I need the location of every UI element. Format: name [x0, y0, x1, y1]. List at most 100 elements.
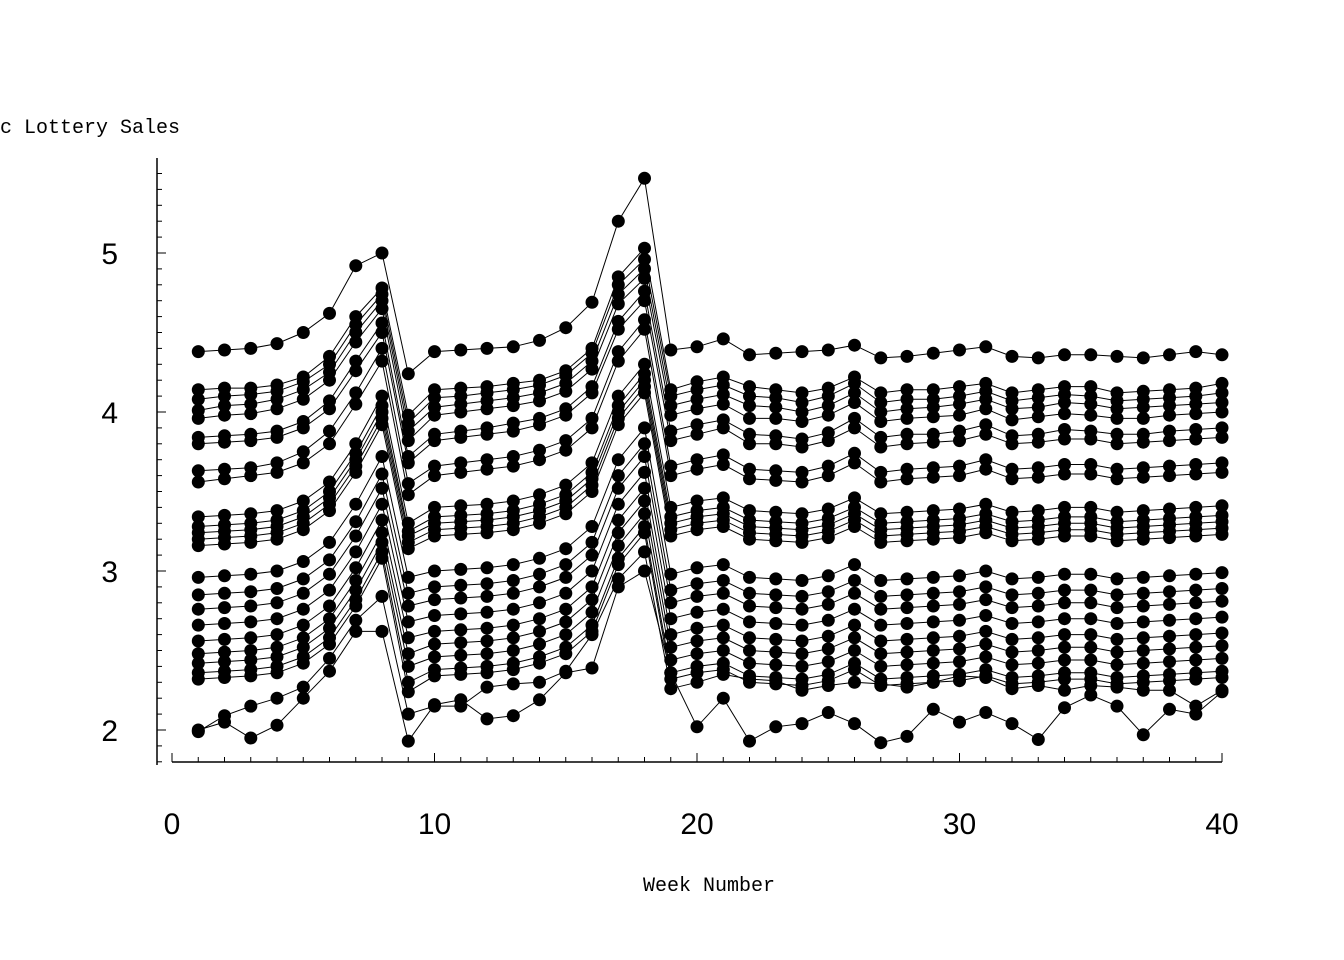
x-axis: 0 10 20 30 40: [164, 753, 1239, 841]
data-point: [611, 469, 625, 483]
data-point: [900, 462, 914, 476]
data-point: [480, 680, 494, 694]
data-point: [506, 399, 520, 413]
data-point: [1110, 462, 1124, 476]
data-point: [1031, 644, 1045, 657]
data-point: [1189, 423, 1203, 436]
data-point: [375, 316, 389, 330]
data-point: [874, 507, 888, 521]
data-point: [743, 399, 756, 413]
data-point: [690, 383, 704, 397]
data-point: [323, 664, 336, 678]
data-point: [375, 497, 389, 511]
y-axis-title: c Lottery Sales: [0, 117, 180, 140]
series-17: [191, 450, 1229, 616]
y-axis: 2 3 4 5: [101, 158, 166, 765]
data-point: [375, 624, 389, 638]
data-point: [191, 656, 205, 670]
data-point: [769, 437, 783, 451]
data-point: [270, 456, 284, 470]
data-point: [1215, 639, 1229, 653]
series-line: [198, 277, 1223, 442]
data-point: [1215, 582, 1229, 595]
data-point: [375, 481, 389, 495]
x-tick-label: 40: [1205, 808, 1238, 841]
data-point: [716, 631, 730, 645]
data-point: [874, 618, 888, 632]
data-point: [454, 343, 468, 357]
series-line: [198, 318, 1223, 485]
data-point: [1058, 529, 1071, 543]
data-point: [428, 637, 441, 651]
data-point: [795, 683, 809, 697]
data-point: [375, 341, 389, 355]
data-point: [795, 396, 809, 409]
data-point: [585, 411, 599, 425]
data-point: [1110, 534, 1124, 548]
series-line: [198, 258, 1223, 425]
y-tick-label: 3: [101, 556, 118, 589]
data-point: [244, 644, 258, 657]
data-point: [953, 669, 966, 683]
data-point: [769, 411, 783, 425]
data-point: [769, 645, 783, 659]
series-20: [191, 494, 1229, 661]
data-point: [1084, 583, 1098, 597]
data-point: [375, 526, 389, 540]
data-point: [716, 602, 730, 616]
data-point: [638, 241, 651, 255]
data-point: [690, 462, 704, 476]
data-point: [769, 346, 783, 360]
data-point: [218, 343, 231, 357]
data-point: [375, 326, 389, 339]
data-point: [900, 411, 914, 425]
data-point: [296, 326, 310, 339]
data-point: [979, 402, 993, 416]
data-point: [900, 472, 914, 486]
data-point: [1005, 437, 1019, 451]
data-point: [1058, 628, 1071, 642]
data-point: [533, 394, 546, 408]
data-point: [1136, 504, 1150, 518]
data-point: [323, 567, 336, 581]
series-line: [198, 442, 1223, 597]
series-19: [191, 481, 1229, 648]
data-point: [953, 343, 966, 357]
data-point: [349, 326, 363, 339]
series-line: [198, 391, 1223, 550]
data-point: [611, 214, 625, 228]
y-tick-label: 4: [101, 397, 118, 430]
data-point: [1163, 459, 1176, 473]
data-point: [1084, 612, 1098, 626]
data-point: [218, 508, 231, 522]
data-point: [874, 440, 888, 454]
data-point: [821, 706, 835, 719]
data-point: [296, 572, 310, 586]
series-line: [198, 176, 1223, 375]
data-point: [506, 424, 520, 438]
data-point: [979, 427, 993, 441]
data-point: [743, 532, 756, 546]
data-point: [244, 341, 258, 355]
series-14: [191, 386, 1229, 556]
data-point: [690, 561, 704, 575]
data-point: [1031, 679, 1045, 692]
data-point: [1136, 683, 1150, 697]
data-point: [1031, 599, 1045, 613]
data-point: [926, 599, 940, 613]
data-point: [480, 526, 494, 540]
data-point: [296, 656, 310, 670]
data-point: [428, 434, 441, 448]
data-point: [401, 675, 415, 689]
data-point: [1058, 423, 1071, 436]
data-point: [821, 399, 835, 413]
data-point: [323, 621, 336, 635]
data-point: [1189, 500, 1203, 514]
data-point: [795, 465, 809, 479]
data-point: [979, 650, 993, 664]
data-point: [1189, 432, 1203, 446]
data-point: [926, 631, 940, 645]
data-point: [795, 717, 809, 731]
series-7: [191, 294, 1229, 470]
